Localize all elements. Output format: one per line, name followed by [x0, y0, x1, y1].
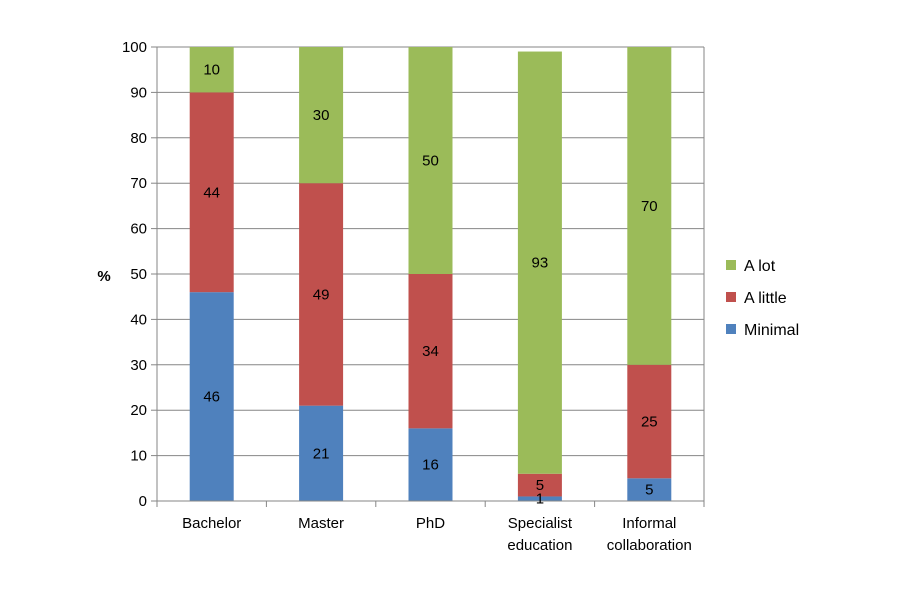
bar-segment [627, 47, 672, 365]
bar-segment [189, 92, 234, 293]
bar-segment [299, 405, 344, 501]
x-category-label: Specialist [508, 515, 573, 532]
data-label: 49 [313, 286, 330, 303]
y-tick-labels: 0 10 20 30 40 50 60 70 80 90 100 [122, 39, 147, 510]
data-label: 30 [313, 107, 330, 124]
legend-swatch [726, 260, 736, 270]
data-label: 44 [203, 184, 220, 201]
bars [189, 47, 672, 501]
y-tick-label: 40 [130, 311, 147, 328]
y-tick-label: 0 [139, 493, 147, 510]
data-label: 25 [641, 414, 658, 431]
bar-segment [517, 496, 562, 501]
legend-swatch [726, 324, 736, 334]
data-label: 50 [422, 153, 439, 170]
y-tick-label: 90 [130, 84, 147, 101]
data-label: 21 [313, 445, 330, 462]
x-category-label: Informal [622, 515, 676, 532]
data-label: 10 [203, 62, 220, 79]
data-label: 16 [422, 457, 439, 474]
data-label: 46 [203, 389, 220, 406]
bar-segment [299, 183, 344, 406]
y-tick-label: 50 [130, 266, 147, 283]
axes [151, 46, 705, 507]
x-category-label: collaboration [607, 537, 692, 554]
bar-segment [189, 47, 234, 93]
legend: A lot A little Minimal [726, 258, 799, 339]
legend-label: A little [744, 290, 787, 307]
legend-swatch [726, 292, 736, 302]
bar-segment [627, 478, 672, 501]
data-label: 34 [422, 343, 439, 360]
y-tick-label: 20 [130, 402, 147, 419]
bar-segment [408, 428, 453, 501]
x-category-label: Bachelor [182, 515, 241, 532]
legend-label: Minimal [744, 322, 799, 339]
bar-segment [299, 47, 344, 184]
bar-segment [517, 473, 562, 497]
data-label: 5 [536, 477, 544, 494]
bar-segment [517, 51, 562, 474]
y-tick-label: 30 [130, 357, 147, 374]
data-label: 1 [536, 491, 544, 508]
data-label: 93 [532, 255, 549, 272]
bar-segment [408, 47, 453, 274]
y-tick-label: 60 [130, 221, 147, 238]
data-label: 70 [641, 198, 658, 215]
legend-label: A lot [744, 258, 776, 275]
bar-segment [627, 364, 672, 479]
y-tick-label: 100 [122, 39, 147, 56]
y-tick-label: 70 [130, 175, 147, 192]
x-category-label: Master [298, 515, 344, 532]
data-label: 5 [645, 482, 653, 499]
bar-segment [189, 292, 234, 501]
x-category-labels: Bachelor Master PhD Specialist education Info… [182, 515, 692, 554]
y-axis-label: % [97, 268, 110, 285]
y-tick-label: 80 [130, 130, 147, 147]
x-category-label: education [507, 537, 572, 554]
x-category-label: PhD [416, 515, 445, 532]
y-tick-label: 10 [130, 448, 147, 465]
bar-segment [408, 274, 453, 429]
